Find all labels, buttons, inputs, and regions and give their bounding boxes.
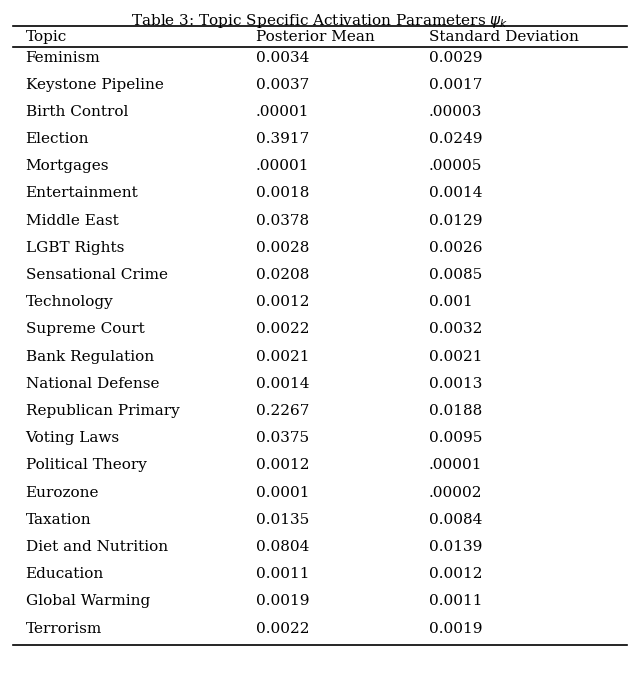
Text: Eurozone: Eurozone [26,486,99,500]
Text: 0.0375: 0.0375 [256,431,309,445]
Text: 0.0378: 0.0378 [256,214,309,228]
Text: 0.3917: 0.3917 [256,132,309,146]
Text: 0.001: 0.001 [429,295,472,309]
Text: 0.0012: 0.0012 [429,567,483,581]
Text: Terrorism: Terrorism [26,621,102,636]
Text: 0.0017: 0.0017 [429,78,482,92]
Text: Voting Laws: Voting Laws [26,431,120,445]
Text: .00001: .00001 [429,458,483,473]
Text: Table 3: Topic Specific Activation Parameters $\psi_k$: Table 3: Topic Specific Activation Param… [131,12,509,30]
Text: 0.0019: 0.0019 [429,621,483,636]
Text: 0.0018: 0.0018 [256,186,309,201]
Text: 0.0026: 0.0026 [429,241,483,255]
Text: 0.0208: 0.0208 [256,268,309,282]
Text: 0.0188: 0.0188 [429,404,482,418]
Text: Mortgages: Mortgages [26,159,109,173]
Text: 0.0022: 0.0022 [256,322,310,336]
Text: 0.0012: 0.0012 [256,295,310,309]
Text: Election: Election [26,132,89,146]
Text: 0.0021: 0.0021 [429,349,483,364]
Text: 0.0028: 0.0028 [256,241,309,255]
Text: 0.0032: 0.0032 [429,322,482,336]
Text: 0.2267: 0.2267 [256,404,309,418]
Text: Education: Education [26,567,104,581]
Text: 0.0013: 0.0013 [429,377,482,391]
Text: Political Theory: Political Theory [26,458,147,473]
Text: .00005: .00005 [429,159,482,173]
Text: National Defense: National Defense [26,377,159,391]
Text: Posterior Mean: Posterior Mean [256,30,375,44]
Text: Middle East: Middle East [26,214,118,228]
Text: LGBT Rights: LGBT Rights [26,241,124,255]
Text: 0.0095: 0.0095 [429,431,482,445]
Text: Supreme Court: Supreme Court [26,322,145,336]
Text: 0.0021: 0.0021 [256,349,310,364]
Text: 0.0804: 0.0804 [256,540,309,554]
Text: .00003: .00003 [429,105,482,119]
Text: Republican Primary: Republican Primary [26,404,179,418]
Text: 0.0014: 0.0014 [429,186,483,201]
Text: 0.0034: 0.0034 [256,51,309,64]
Text: 0.0139: 0.0139 [429,540,482,554]
Text: Birth Control: Birth Control [26,105,128,119]
Text: 0.0011: 0.0011 [429,594,483,608]
Text: 0.0249: 0.0249 [429,132,483,146]
Text: Diet and Nutrition: Diet and Nutrition [26,540,168,554]
Text: Bank Regulation: Bank Regulation [26,349,154,364]
Text: Taxation: Taxation [26,513,92,527]
Text: 0.0037: 0.0037 [256,78,309,92]
Text: Sensational Crime: Sensational Crime [26,268,168,282]
Text: 0.0012: 0.0012 [256,458,310,473]
Text: 0.0001: 0.0001 [256,486,310,500]
Text: Entertainment: Entertainment [26,186,138,201]
Text: .00001: .00001 [256,105,310,119]
Text: Feminism: Feminism [26,51,100,64]
Text: Topic: Topic [26,30,67,44]
Text: 0.0135: 0.0135 [256,513,309,527]
Text: 0.0129: 0.0129 [429,214,483,228]
Text: 0.0022: 0.0022 [256,621,310,636]
Text: .00001: .00001 [256,159,310,173]
Text: Keystone Pipeline: Keystone Pipeline [26,78,163,92]
Text: 0.0014: 0.0014 [256,377,310,391]
Text: 0.0084: 0.0084 [429,513,482,527]
Text: .00002: .00002 [429,486,483,500]
Text: Technology: Technology [26,295,113,309]
Text: 0.0085: 0.0085 [429,268,482,282]
Text: 0.0029: 0.0029 [429,51,483,64]
Text: 0.0019: 0.0019 [256,594,310,608]
Text: Global Warming: Global Warming [26,594,150,608]
Text: 0.0011: 0.0011 [256,567,310,581]
Text: Standard Deviation: Standard Deviation [429,30,579,44]
